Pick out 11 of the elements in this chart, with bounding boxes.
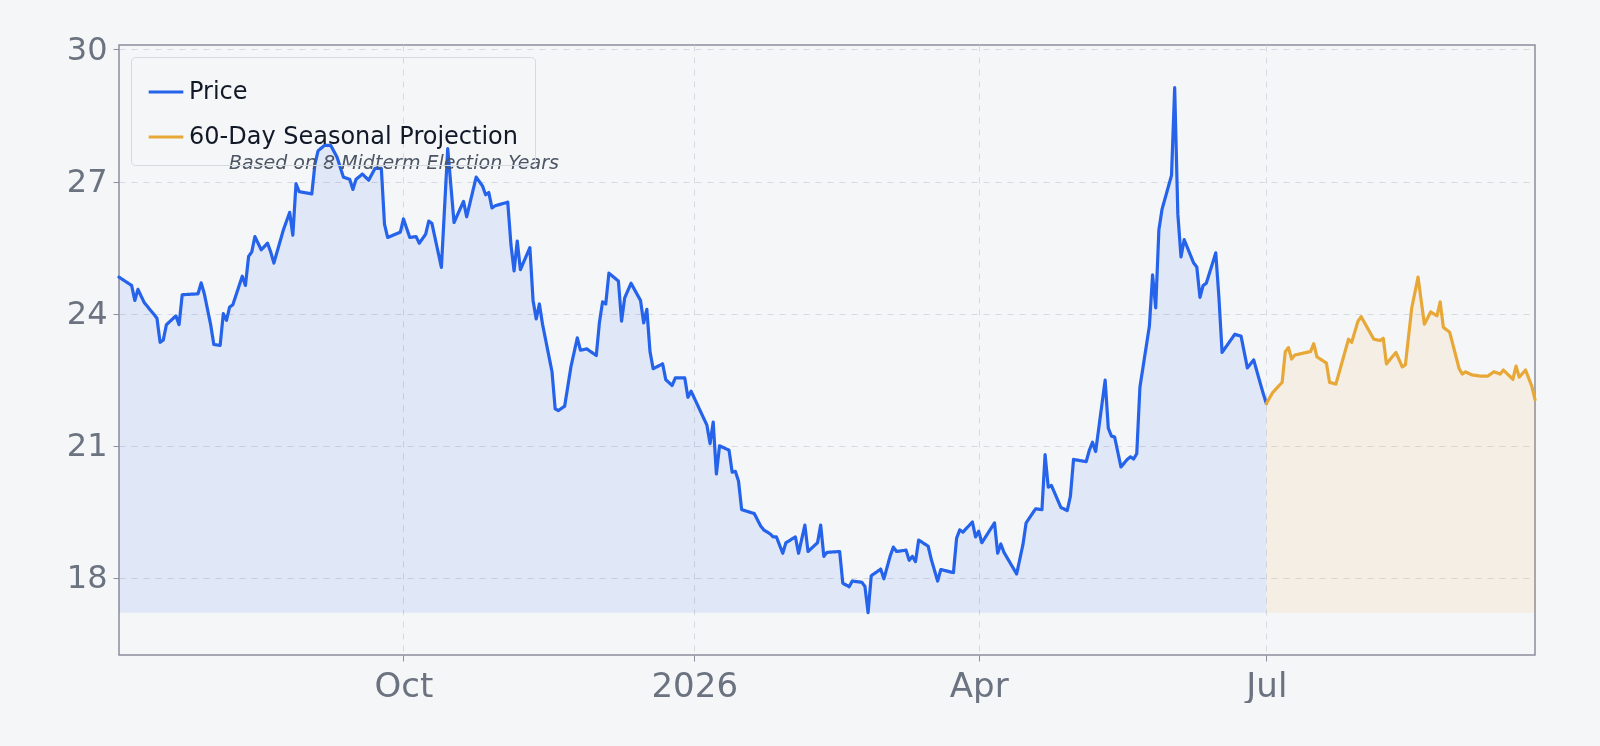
- legend-label: Price: [189, 77, 248, 105]
- y-tick-label: 24: [66, 294, 108, 333]
- y-tick-label: 18: [66, 558, 108, 597]
- x-tick-label: 2026: [651, 664, 739, 705]
- y-tick-label: 27: [66, 162, 108, 201]
- y-tick-label: 21: [66, 426, 108, 465]
- y-tick-label: 30: [66, 29, 108, 68]
- legend-label: 60-Day Seasonal Projection: [189, 122, 519, 150]
- x-tick-label: Oct: [374, 664, 434, 705]
- x-tick-label: Jul: [1244, 664, 1288, 705]
- x-tick-label: Apr: [949, 664, 1009, 705]
